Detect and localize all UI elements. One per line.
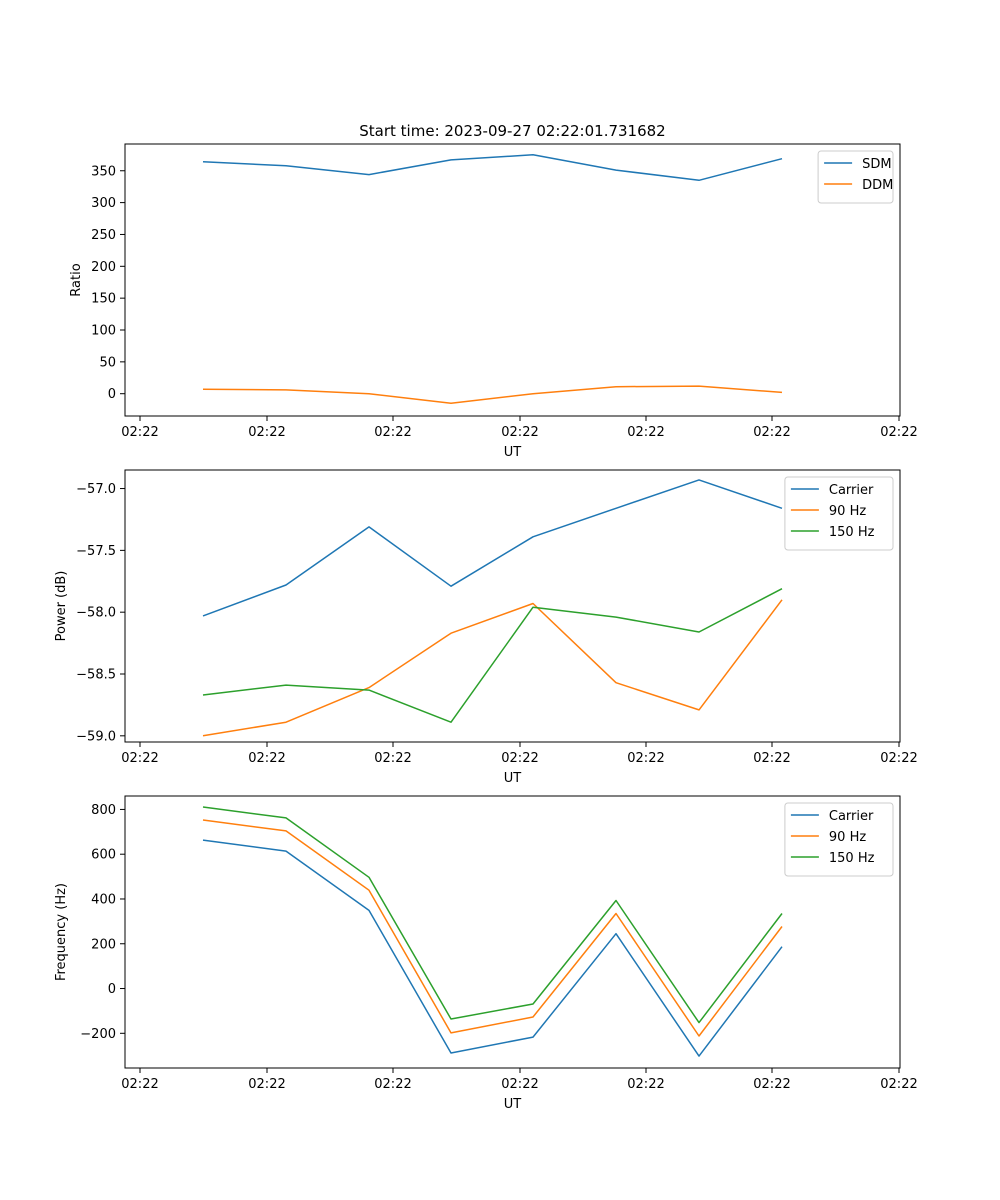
y-tick-label: 800 <box>91 803 116 818</box>
x-tick-label: 02:22 <box>248 751 285 766</box>
y-tick-label: 0 <box>108 982 116 997</box>
axes-frame <box>124 795 901 1069</box>
y-tick-label: −58.5 <box>76 668 116 683</box>
legend-label: DDM <box>862 178 893 193</box>
y-tick-label: 50 <box>99 355 116 370</box>
series-line-150-hz <box>202 588 783 723</box>
legend-label: 150 Hz <box>829 525 875 540</box>
x-tick-label: 02:22 <box>374 1077 411 1092</box>
x-tick-label: 02:22 <box>121 425 158 440</box>
axes-frame <box>124 143 901 417</box>
x-tick-label: 02:22 <box>248 1077 285 1092</box>
x-tick-label: 02:22 <box>248 425 285 440</box>
y-axis-label: Power (dB) <box>54 571 69 642</box>
x-tick-label: 02:22 <box>374 425 411 440</box>
x-tick-label: 02:22 <box>753 1077 790 1092</box>
x-tick-label: 02:22 <box>121 1077 158 1092</box>
y-tick-label: −59.0 <box>76 729 116 744</box>
x-tick-label: 02:22 <box>501 425 538 440</box>
series-line-90-hz <box>202 599 783 737</box>
x-tick-label: 02:22 <box>501 1077 538 1092</box>
legend-label: 90 Hz <box>829 504 866 519</box>
legend-label: Carrier <box>829 483 874 498</box>
x-tick-label: 02:22 <box>880 751 917 766</box>
series-line-90-hz <box>202 819 783 1037</box>
series-line-carrier <box>202 839 783 1057</box>
y-tick-label: −58.0 <box>76 606 116 621</box>
x-tick-label: 02:22 <box>753 425 790 440</box>
x-tick-label: 02:22 <box>121 751 158 766</box>
x-tick-label: 02:22 <box>753 751 790 766</box>
y-tick-label: 300 <box>91 196 116 211</box>
y-tick-label: 150 <box>91 292 116 307</box>
x-tick-label: 02:22 <box>501 751 538 766</box>
series-line-sdm <box>202 154 783 182</box>
x-tick-label: 02:22 <box>627 1077 664 1092</box>
legend-box <box>817 150 894 204</box>
y-tick-label: 400 <box>91 892 116 907</box>
series-line-150-hz <box>202 806 783 1024</box>
legend-label: Carrier <box>829 809 874 824</box>
y-axis-label: Ratio <box>69 263 84 296</box>
legend-label: SDM <box>862 157 891 172</box>
y-tick-label: 250 <box>91 228 116 243</box>
legend: Carrier 90 Hz 150 Hz <box>784 476 894 551</box>
y-tick-label: 200 <box>91 937 116 952</box>
x-axis-label: UT <box>504 445 522 460</box>
legend-label: 90 Hz <box>829 830 866 845</box>
x-axis-label: UT <box>504 1097 522 1112</box>
series-line-carrier <box>202 479 783 617</box>
y-tick-label: −57.0 <box>76 482 116 497</box>
series-line-ddm <box>202 385 783 405</box>
x-tick-label: 02:22 <box>880 1077 917 1092</box>
axes-frame <box>124 469 901 743</box>
y-tick-label: 200 <box>91 260 116 275</box>
x-tick-label: 02:22 <box>374 751 411 766</box>
subplot-3: 02:22 02:22 02:22 02:22 02:22 02:22 02:22 −200 0… <box>54 795 918 1112</box>
legend-label: 150 Hz <box>829 851 875 866</box>
y-tick-label: 350 <box>91 164 116 179</box>
legend: SDM DDM <box>817 150 894 204</box>
y-axis-label: Frequency (Hz) <box>54 883 69 981</box>
y-tick-label: −57.5 <box>76 544 116 559</box>
x-tick-label: 02:22 <box>627 425 664 440</box>
y-tick-label: −200 <box>80 1027 116 1042</box>
figure-title: Start time: 2023-09-27 02:22:01.731682 <box>359 122 665 140</box>
legend: Carrier 90 Hz 150 Hz <box>784 802 894 877</box>
y-tick-label: 100 <box>91 324 116 339</box>
y-tick-label: 0 <box>108 387 116 402</box>
subplot-2: 02:22 02:22 02:22 02:22 02:22 02:22 02:22 −59.0… <box>54 469 918 786</box>
y-tick-label: 600 <box>91 848 116 863</box>
x-tick-label: 02:22 <box>627 751 664 766</box>
subplot-1: 02:22 02:22 02:22 02:22 02:22 02:22 02:22 0 50 10… <box>69 143 918 460</box>
x-axis-label: UT <box>504 771 522 786</box>
x-tick-label: 02:22 <box>880 425 917 440</box>
